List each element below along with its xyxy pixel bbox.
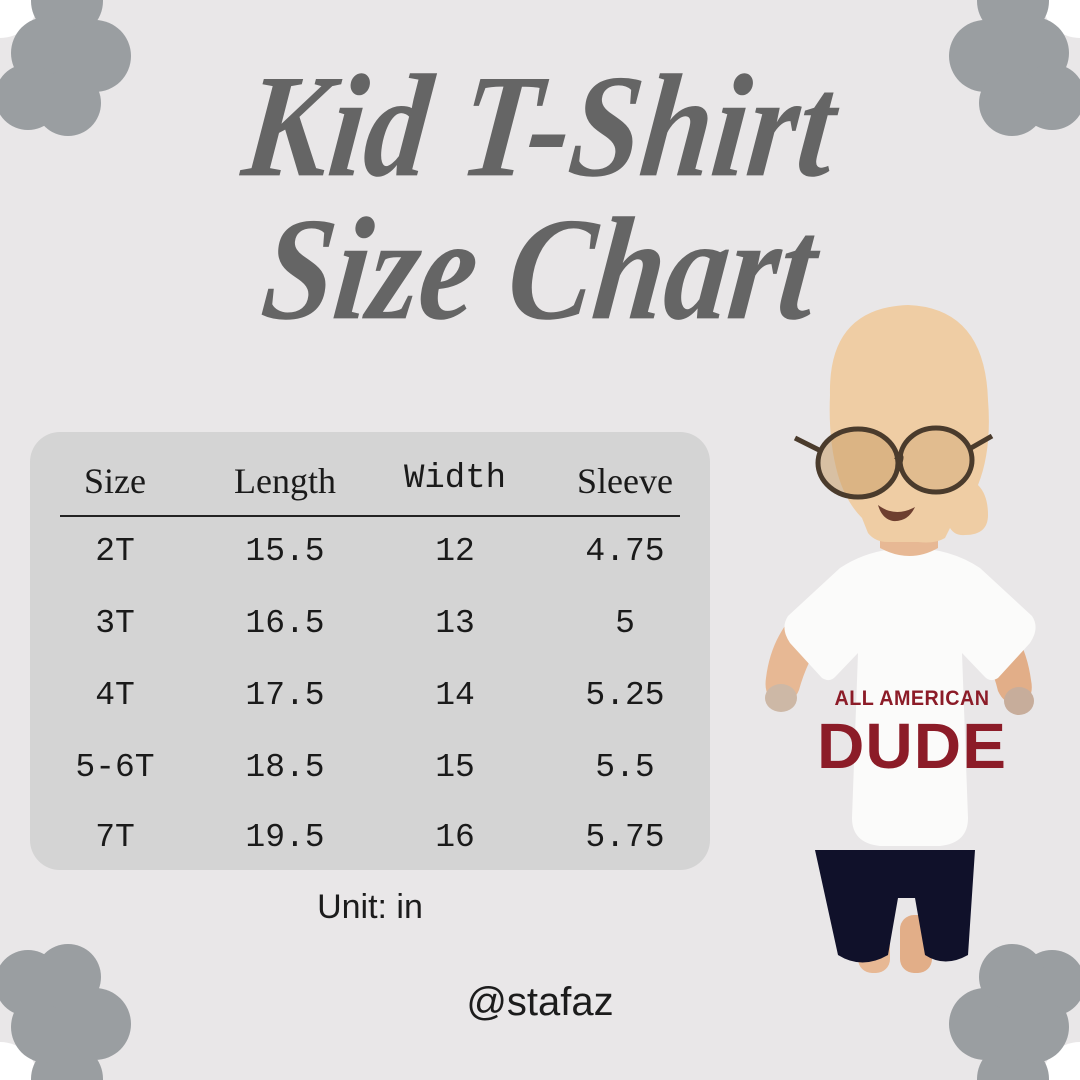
svg-text:ALL AMERICAN: ALL AMERICAN	[835, 687, 990, 710]
svg-text:DUDE: DUDE	[817, 710, 1007, 782]
